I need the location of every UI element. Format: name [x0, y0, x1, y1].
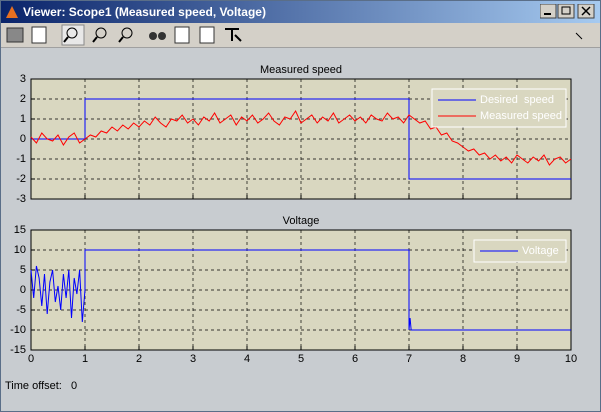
x-tick-label: 9: [514, 353, 520, 365]
legend-label: Measured speed: [480, 110, 562, 122]
x-tick-label: 5: [298, 353, 304, 365]
legend-box: [473, 239, 567, 263]
y-tick-label: 2: [20, 93, 26, 105]
legend-label: Desired speed: [480, 94, 554, 106]
y-tick-label: -15: [10, 344, 26, 356]
y-tick-label: -2: [16, 173, 26, 185]
y-tick-label: -1: [16, 153, 26, 165]
x-tick-label: 6: [352, 353, 358, 365]
x-tick-label: 7: [406, 353, 412, 365]
y-tick-label: 0: [20, 133, 26, 145]
scope-area: Time offset: 0 Measured speed-3-2-10123D…: [5, 64, 577, 392]
chart-title: Voltage: [283, 215, 320, 227]
y-tick-label: 3: [20, 73, 26, 85]
x-tick-label: 3: [190, 353, 196, 365]
x-tick-label: 10: [565, 353, 577, 365]
series-line: [30, 249, 571, 331]
series-line: [30, 109, 572, 166]
y-tick-label: -3: [16, 193, 26, 205]
y-tick-label: 1: [20, 113, 26, 125]
series-line: [31, 98, 571, 180]
x-tick-label: 0: [28, 353, 34, 365]
y-tick-label: 10: [14, 244, 26, 256]
window-title: Viewer: Scope1 (Measured speed, Voltage): [23, 5, 266, 19]
y-tick-label: 5: [20, 264, 26, 276]
time-offset-value: 0: [71, 380, 77, 392]
y-tick-label: 15: [14, 224, 26, 236]
x-tick-label: 8: [460, 353, 466, 365]
time-offset-label: Time offset:: [5, 380, 62, 392]
toolbar-icons[interactable]: [1, 23, 600, 47]
y-tick-label: 0: [20, 284, 26, 296]
x-tick-label: 4: [244, 353, 250, 365]
window-buttons[interactable]: [540, 4, 596, 20]
app-icon: [6, 6, 18, 18]
chart-title: Measured speed: [260, 64, 342, 76]
legend-label: Voltage: [522, 245, 559, 257]
title-bar: Viewer: Scope1 (Measured speed, Voltage): [1, 1, 600, 23]
y-tick-label: -5: [16, 304, 26, 316]
x-tick-label: 2: [136, 353, 142, 365]
y-tick-label: -10: [10, 324, 26, 336]
toolbar: [1, 23, 600, 48]
legend-box: [431, 88, 567, 128]
x-tick-label: 1: [82, 353, 88, 365]
